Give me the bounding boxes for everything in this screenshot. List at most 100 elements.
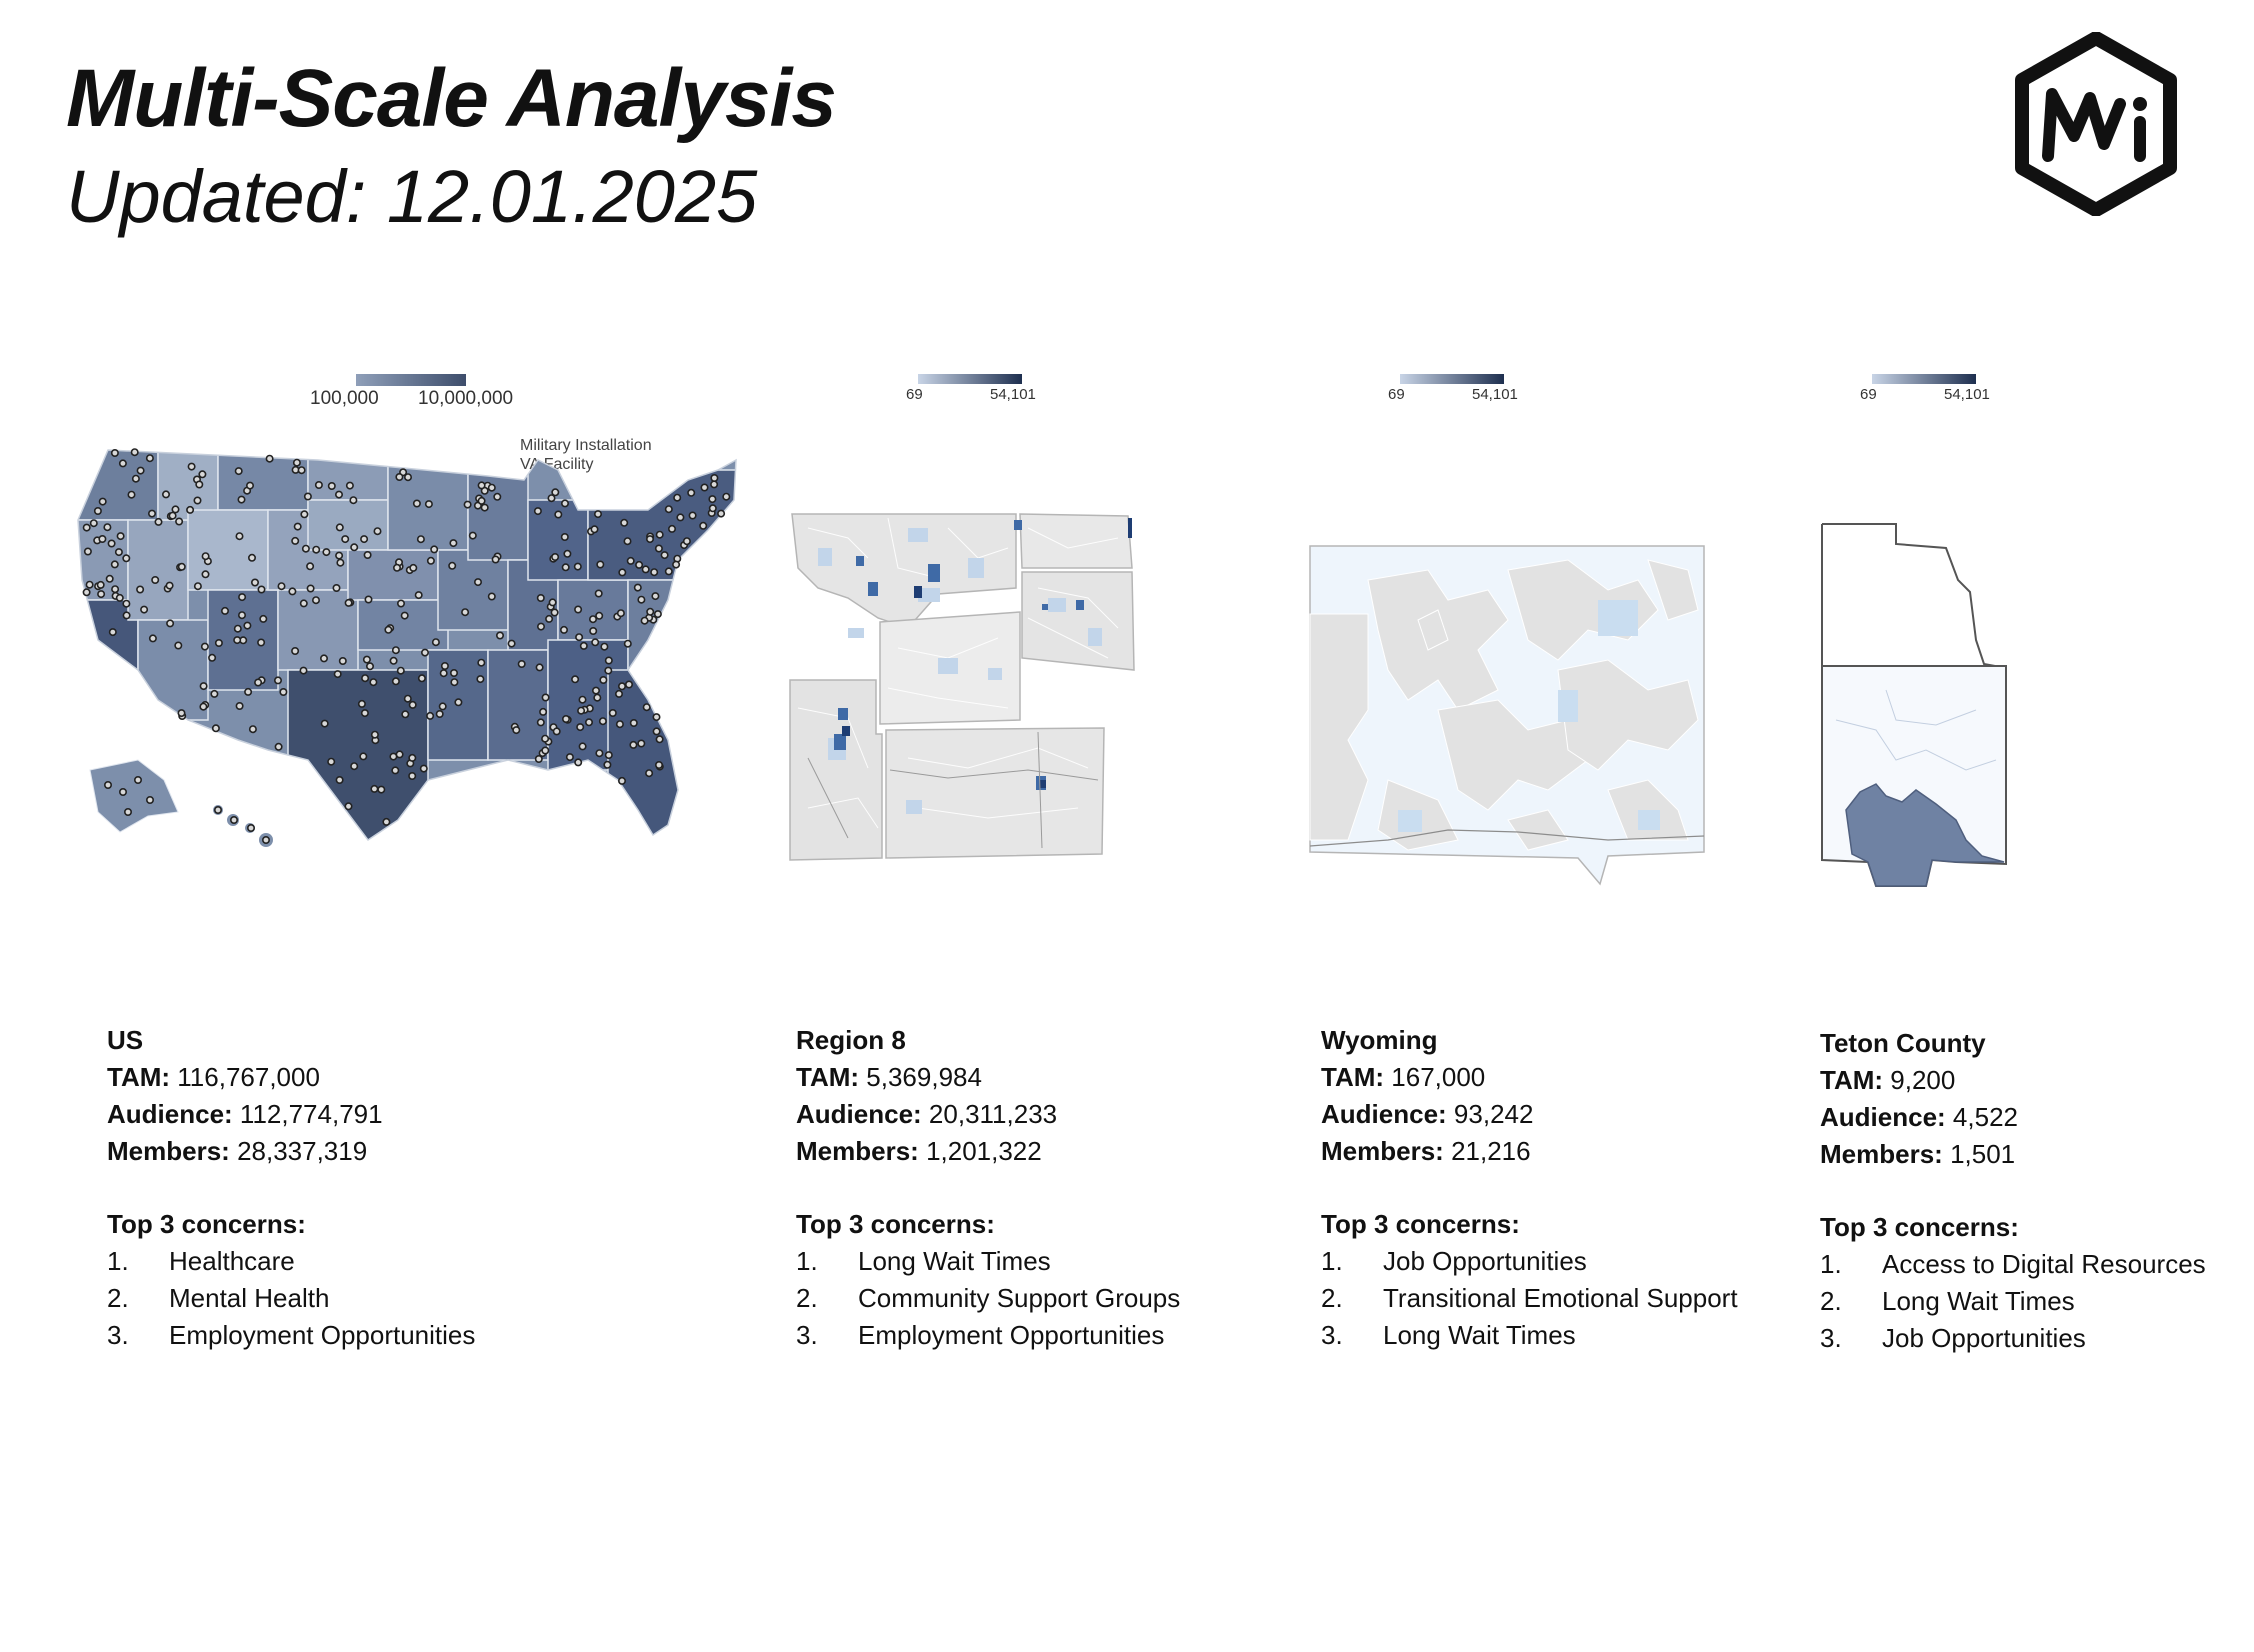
facility-marker xyxy=(438,702,447,711)
teton-map xyxy=(1821,523,2007,887)
facility-marker xyxy=(174,641,183,650)
facility-marker xyxy=(614,689,623,698)
facility-marker xyxy=(235,701,244,710)
facility-marker xyxy=(93,507,102,516)
facility-marker xyxy=(563,549,572,558)
facility-marker xyxy=(344,598,353,607)
facility-marker xyxy=(541,734,550,743)
members-line: Members: 28,337,319 xyxy=(107,1133,475,1170)
facility-marker xyxy=(361,674,370,683)
facility-marker xyxy=(291,647,300,656)
facility-marker xyxy=(186,505,195,514)
concerns-title: Top 3 concerns: xyxy=(107,1209,306,1239)
members-label: Members: xyxy=(1820,1139,1943,1169)
facility-marker xyxy=(576,723,585,732)
facility-marker xyxy=(146,795,155,804)
facility-marker xyxy=(123,807,132,816)
facility-marker xyxy=(420,648,429,657)
concern-item: 2. Long Wait Times xyxy=(1820,1286,2075,1316)
facility-marker xyxy=(208,653,217,662)
facility-marker xyxy=(635,560,644,569)
facility-marker xyxy=(279,688,288,697)
facility-marker xyxy=(435,709,444,718)
concern-item: 2. Mental Health xyxy=(107,1283,330,1313)
facility-marker xyxy=(233,624,242,633)
facility-marker xyxy=(403,694,412,703)
audience-value: 20,311,233 xyxy=(928,1099,1058,1129)
concern-item: 3. Employment Opportunities xyxy=(107,1320,476,1350)
us-legend-max: 10,000,000 xyxy=(418,388,514,409)
facility-marker xyxy=(608,708,617,717)
region8-legend-bar xyxy=(918,374,1022,384)
facility-marker xyxy=(115,593,124,602)
facility-marker xyxy=(595,611,604,620)
facility-marker xyxy=(577,706,586,715)
audience-line: Audience: 20,311,233 xyxy=(796,1096,1180,1133)
audience-label: Audience: xyxy=(107,1099,233,1129)
updated-date: Updated: 12.01.2025 xyxy=(66,155,758,238)
facility-marker xyxy=(299,599,308,608)
facility-marker xyxy=(620,518,629,527)
info-teton: Teton County TAM: 9,200 Audience: 4,522 … xyxy=(1820,1025,2206,1357)
tam-line: TAM: 167,000 xyxy=(1321,1059,1738,1096)
facility-marker xyxy=(424,500,433,509)
facility-marker xyxy=(395,472,404,481)
facility-marker xyxy=(364,595,373,604)
concern-item: 3. Long Wait Times xyxy=(1321,1320,1576,1350)
tam-value: 9,200 xyxy=(1890,1065,1956,1095)
facility-marker xyxy=(645,769,654,778)
facility-marker xyxy=(391,646,400,655)
members-label: Members: xyxy=(796,1136,919,1166)
facility-marker xyxy=(536,594,545,603)
facility-marker xyxy=(655,530,664,539)
facility-marker xyxy=(487,483,496,492)
facility-marker xyxy=(408,753,417,762)
audience-line: Audience: 93,242 xyxy=(1321,1096,1738,1133)
region-name: Teton County xyxy=(1820,1028,1986,1058)
facility-marker xyxy=(140,605,149,614)
facility-marker xyxy=(623,639,632,648)
facility-marker xyxy=(545,614,554,623)
facility-marker xyxy=(578,742,587,751)
facility-marker xyxy=(98,535,107,544)
facility-marker xyxy=(341,535,350,544)
region-name: Region 8 xyxy=(796,1025,906,1055)
facility-marker xyxy=(389,656,398,665)
facility-marker xyxy=(89,519,98,528)
tam-line: TAM: 5,369,984 xyxy=(796,1059,1180,1096)
facility-marker xyxy=(122,599,131,608)
facility-marker xyxy=(604,656,613,665)
concern-item: 1. Job Opportunities xyxy=(1321,1246,1587,1276)
facility-marker xyxy=(449,539,458,548)
facility-marker xyxy=(338,657,347,666)
facility-marker xyxy=(588,615,597,624)
facility-marker xyxy=(578,695,587,704)
wyoming-legend-max: 54,101 xyxy=(1472,386,1518,403)
facility-marker xyxy=(136,585,145,594)
facility-marker xyxy=(541,693,550,702)
teton-legend-max: 54,101 xyxy=(1944,386,1990,403)
us-map-label-military: Military Installation xyxy=(520,437,652,454)
members-value: 1,501 xyxy=(1950,1139,2016,1169)
concerns-list: 1. Access to Digital Resources 2. Long Wai… xyxy=(1820,1246,2206,1357)
tam-value: 167,000 xyxy=(1391,1062,1486,1092)
facility-marker xyxy=(589,627,598,636)
facility-marker xyxy=(575,633,584,642)
facility-marker xyxy=(214,639,223,648)
facility-marker xyxy=(604,751,613,760)
mwi-logo xyxy=(2015,32,2177,216)
concerns-list: 1. Job Opportunities 2. Transitional Emoti… xyxy=(1321,1243,1738,1354)
facility-marker xyxy=(450,678,459,687)
facility-marker xyxy=(554,510,563,519)
facility-marker xyxy=(682,537,691,546)
audience-line: Audience: 112,774,791 xyxy=(107,1096,475,1133)
facility-marker xyxy=(419,764,428,773)
teton-legend-min: 69 xyxy=(1860,386,1877,403)
audience-value: 93,242 xyxy=(1453,1099,1534,1129)
facility-marker xyxy=(708,504,717,513)
facility-marker xyxy=(221,606,230,615)
facility-marker xyxy=(633,583,642,592)
facility-marker xyxy=(495,631,504,640)
facility-marker xyxy=(373,527,382,536)
wyoming-legend-bar xyxy=(1400,374,1504,384)
